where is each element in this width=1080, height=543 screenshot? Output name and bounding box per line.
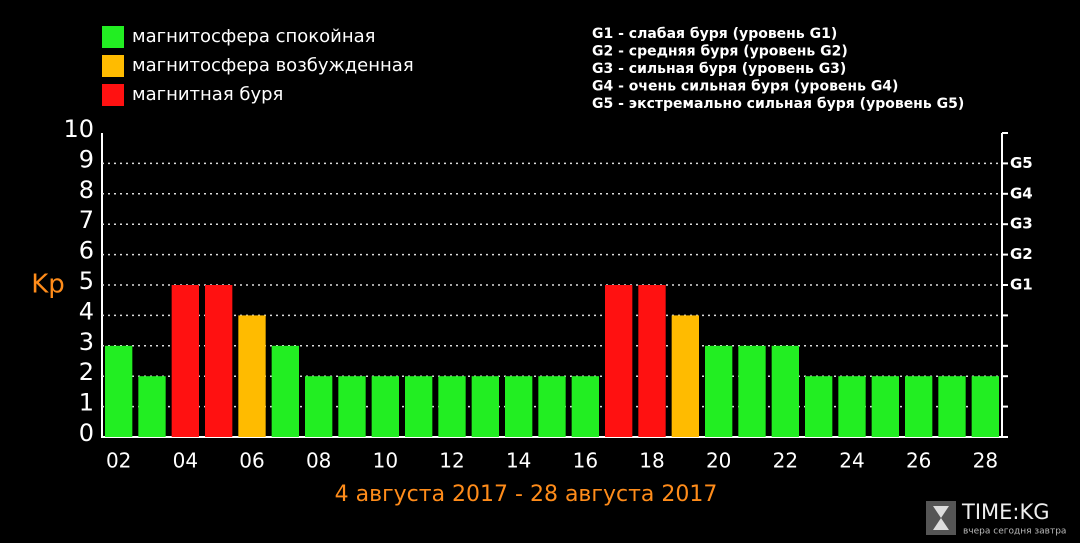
bar — [771, 345, 799, 437]
bar — [438, 376, 466, 437]
y-axis-label: Kp — [31, 270, 65, 300]
y-tick-label: 1 — [79, 389, 94, 417]
bar — [205, 285, 233, 437]
watermark-hourglass — [933, 506, 949, 530]
bar — [338, 376, 366, 437]
y-tick-label: 3 — [79, 328, 94, 356]
bar — [471, 376, 499, 437]
bar — [238, 315, 266, 437]
bar — [505, 376, 533, 437]
bar — [838, 376, 866, 437]
bar — [371, 376, 399, 437]
x-tick-label: 10 — [373, 449, 398, 473]
y2-tick-label: G5 — [1010, 154, 1033, 172]
y-tick-label: 7 — [79, 206, 94, 234]
y-tick-label: 10 — [63, 115, 94, 143]
y-tick-label: 6 — [79, 237, 94, 265]
legend-label: магнитосфера возбужденная — [132, 55, 414, 76]
note: G4 - очень сильная буря (уровень G4) — [592, 79, 898, 95]
legend-swatch — [102, 55, 124, 77]
bar — [405, 376, 433, 437]
x-tick-label: 28 — [973, 449, 998, 473]
note: G3 - сильная буря (уровень G3) — [592, 61, 846, 77]
x-tick-label: 02 — [106, 449, 131, 473]
bar — [305, 376, 333, 437]
x-tick-label: 18 — [639, 449, 664, 473]
bar — [105, 345, 133, 437]
bar — [805, 376, 833, 437]
bar — [171, 285, 199, 437]
y-tick-label: 2 — [79, 358, 94, 386]
note: G1 - слабая буря (уровень G1) — [592, 26, 837, 42]
bar — [938, 376, 966, 437]
bar — [905, 376, 933, 437]
x-tick-label: 06 — [239, 449, 264, 473]
bar — [738, 345, 766, 437]
legend-swatch — [102, 26, 124, 48]
bar — [605, 285, 633, 437]
x-tick-label: 20 — [706, 449, 731, 473]
x-tick-label: 26 — [906, 449, 931, 473]
legend-swatch — [102, 84, 124, 106]
x-tick-label: 12 — [439, 449, 464, 473]
y-tick-label: 5 — [79, 267, 94, 295]
legend-label: магнитная буря — [132, 84, 283, 105]
bar — [271, 345, 299, 437]
x-tick-label: 16 — [573, 449, 598, 473]
x-tick-label: 24 — [839, 449, 864, 473]
y-tick-label: 0 — [79, 419, 94, 447]
x-tick-label: 08 — [306, 449, 331, 473]
x-tick-label: 04 — [173, 449, 198, 473]
bar — [138, 376, 166, 437]
bar — [705, 345, 733, 437]
bar — [538, 376, 566, 437]
y-tick-label: 8 — [79, 176, 94, 204]
bar — [571, 376, 599, 437]
watermark-title: TIME:KG — [961, 500, 1050, 524]
note: G2 - средняя буря (уровень G2) — [592, 44, 848, 60]
note: G5 - экстремально сильная буря (уровень … — [592, 96, 964, 112]
bar — [638, 285, 666, 437]
y-tick-label: 9 — [79, 145, 94, 173]
bar — [871, 376, 899, 437]
bar — [971, 376, 999, 437]
y2-tick-label: G1 — [1010, 276, 1033, 294]
legend-label: магнитосфера спокойная — [132, 26, 375, 47]
watermark-subtitle: вчера сегодня завтра — [963, 527, 1066, 537]
y2-tick-label: G4 — [1010, 184, 1033, 202]
bar — [671, 315, 699, 437]
x-tick-label: 14 — [506, 449, 531, 473]
x-tick-label: 22 — [773, 449, 798, 473]
x-axis-label: 4 августа 2017 - 28 августа 2017 — [335, 482, 718, 507]
y2-tick-label: G3 — [1010, 215, 1033, 233]
y-tick-label: 4 — [79, 297, 94, 325]
y2-tick-label: G2 — [1010, 245, 1033, 263]
